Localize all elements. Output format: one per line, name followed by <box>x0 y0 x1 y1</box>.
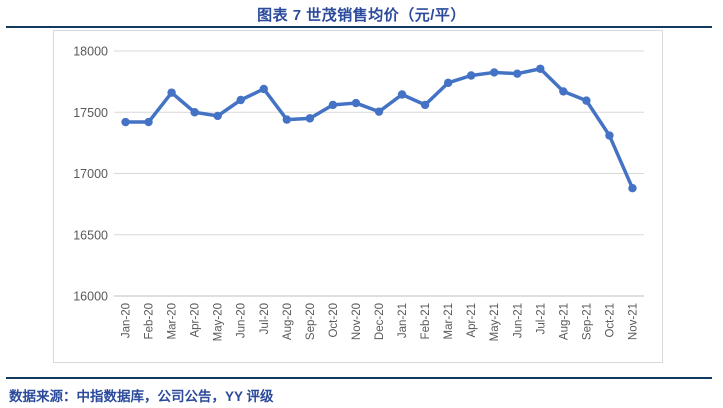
data-point-marker <box>121 117 130 127</box>
x-axis-tick-label: Apr-20 <box>190 303 202 338</box>
x-axis-tick-label: Nov-20 <box>351 303 363 340</box>
x-axis-tick-label: Aug-21 <box>558 303 570 340</box>
data-point-marker <box>328 100 338 110</box>
data-point-marker <box>513 69 522 78</box>
x-axis-tick-label: Nov-21 <box>627 303 639 340</box>
data-point-marker <box>236 95 245 105</box>
x-axis-tick-label: Mar-20 <box>167 303 179 339</box>
x-axis-tick-label: Aug-20 <box>282 303 294 340</box>
price-series-line <box>123 67 635 190</box>
data-point-marker <box>351 98 361 108</box>
x-axis-tick-label: Jun-20 <box>236 303 248 338</box>
x-axis-tick-label: Oct-20 <box>328 303 340 338</box>
data-point-marker <box>397 90 407 99</box>
y-axis-tick-label: 17000 <box>73 167 108 181</box>
x-axis-tick-label: May-20 <box>213 303 225 341</box>
data-point-marker <box>420 100 430 110</box>
y-axis-tick-label: 16000 <box>73 290 108 304</box>
y-axis-tick-label: 18000 <box>73 45 108 59</box>
data-point-marker <box>582 96 591 105</box>
x-axis-tick-label: Oct-21 <box>604 303 616 338</box>
x-axis-tick-label: Mar-21 <box>443 303 455 339</box>
data-point-marker <box>628 184 637 193</box>
data-point-marker <box>282 115 292 124</box>
x-axis-tick-label: Jul-20 <box>259 303 271 334</box>
data-point-marker <box>259 84 268 94</box>
data-point-marker <box>490 68 499 77</box>
data-point-marker <box>144 117 153 127</box>
data-point-marker <box>443 78 453 88</box>
x-axis-tick-label: Jun-21 <box>512 303 524 338</box>
data-point-marker <box>190 108 199 117</box>
x-axis-tick-label: Feb-20 <box>144 303 156 339</box>
title-divider <box>6 26 712 28</box>
x-axis-tick-label: Sep-21 <box>581 303 593 340</box>
data-point-marker <box>374 107 384 116</box>
data-point-marker <box>213 111 222 121</box>
y-axis-tick-label: 16500 <box>73 228 108 242</box>
data-point-marker <box>305 114 315 123</box>
x-axis-tick-label: Jul-21 <box>535 303 547 334</box>
x-axis-tick-label: Sep-20 <box>305 303 317 340</box>
x-axis-tick-label: Dec-20 <box>374 303 386 340</box>
data-point-marker <box>167 88 176 97</box>
data-point-marker <box>559 87 568 96</box>
data-point-marker <box>605 131 614 140</box>
x-axis-tick-label: May-21 <box>489 303 501 341</box>
x-axis-tick-label: Feb-21 <box>420 303 432 339</box>
data-point-marker <box>466 71 476 80</box>
x-axis-tick-label: Jan-20 <box>121 303 133 338</box>
x-axis-tick-label: Apr-21 <box>466 303 478 338</box>
y-axis-tick-label: 17500 <box>73 106 108 120</box>
figure-title: 图表 7 世茂销售均价（元/平） <box>257 7 466 24</box>
price-line-chart: 16000 16500 17000 17500 18000 Jan-20 Feb-20 Mar… <box>73 45 644 341</box>
footer-divider <box>6 377 712 379</box>
chart-frame: 16000 16500 17000 17500 18000 Jan-20 Feb-20 Mar… <box>53 30 663 363</box>
data-source-note: 数据来源：中指数据库，公司公告，YY 评级 <box>9 389 274 404</box>
data-point-marker <box>536 64 545 73</box>
x-axis-tick-label: Jan-21 <box>397 303 409 338</box>
